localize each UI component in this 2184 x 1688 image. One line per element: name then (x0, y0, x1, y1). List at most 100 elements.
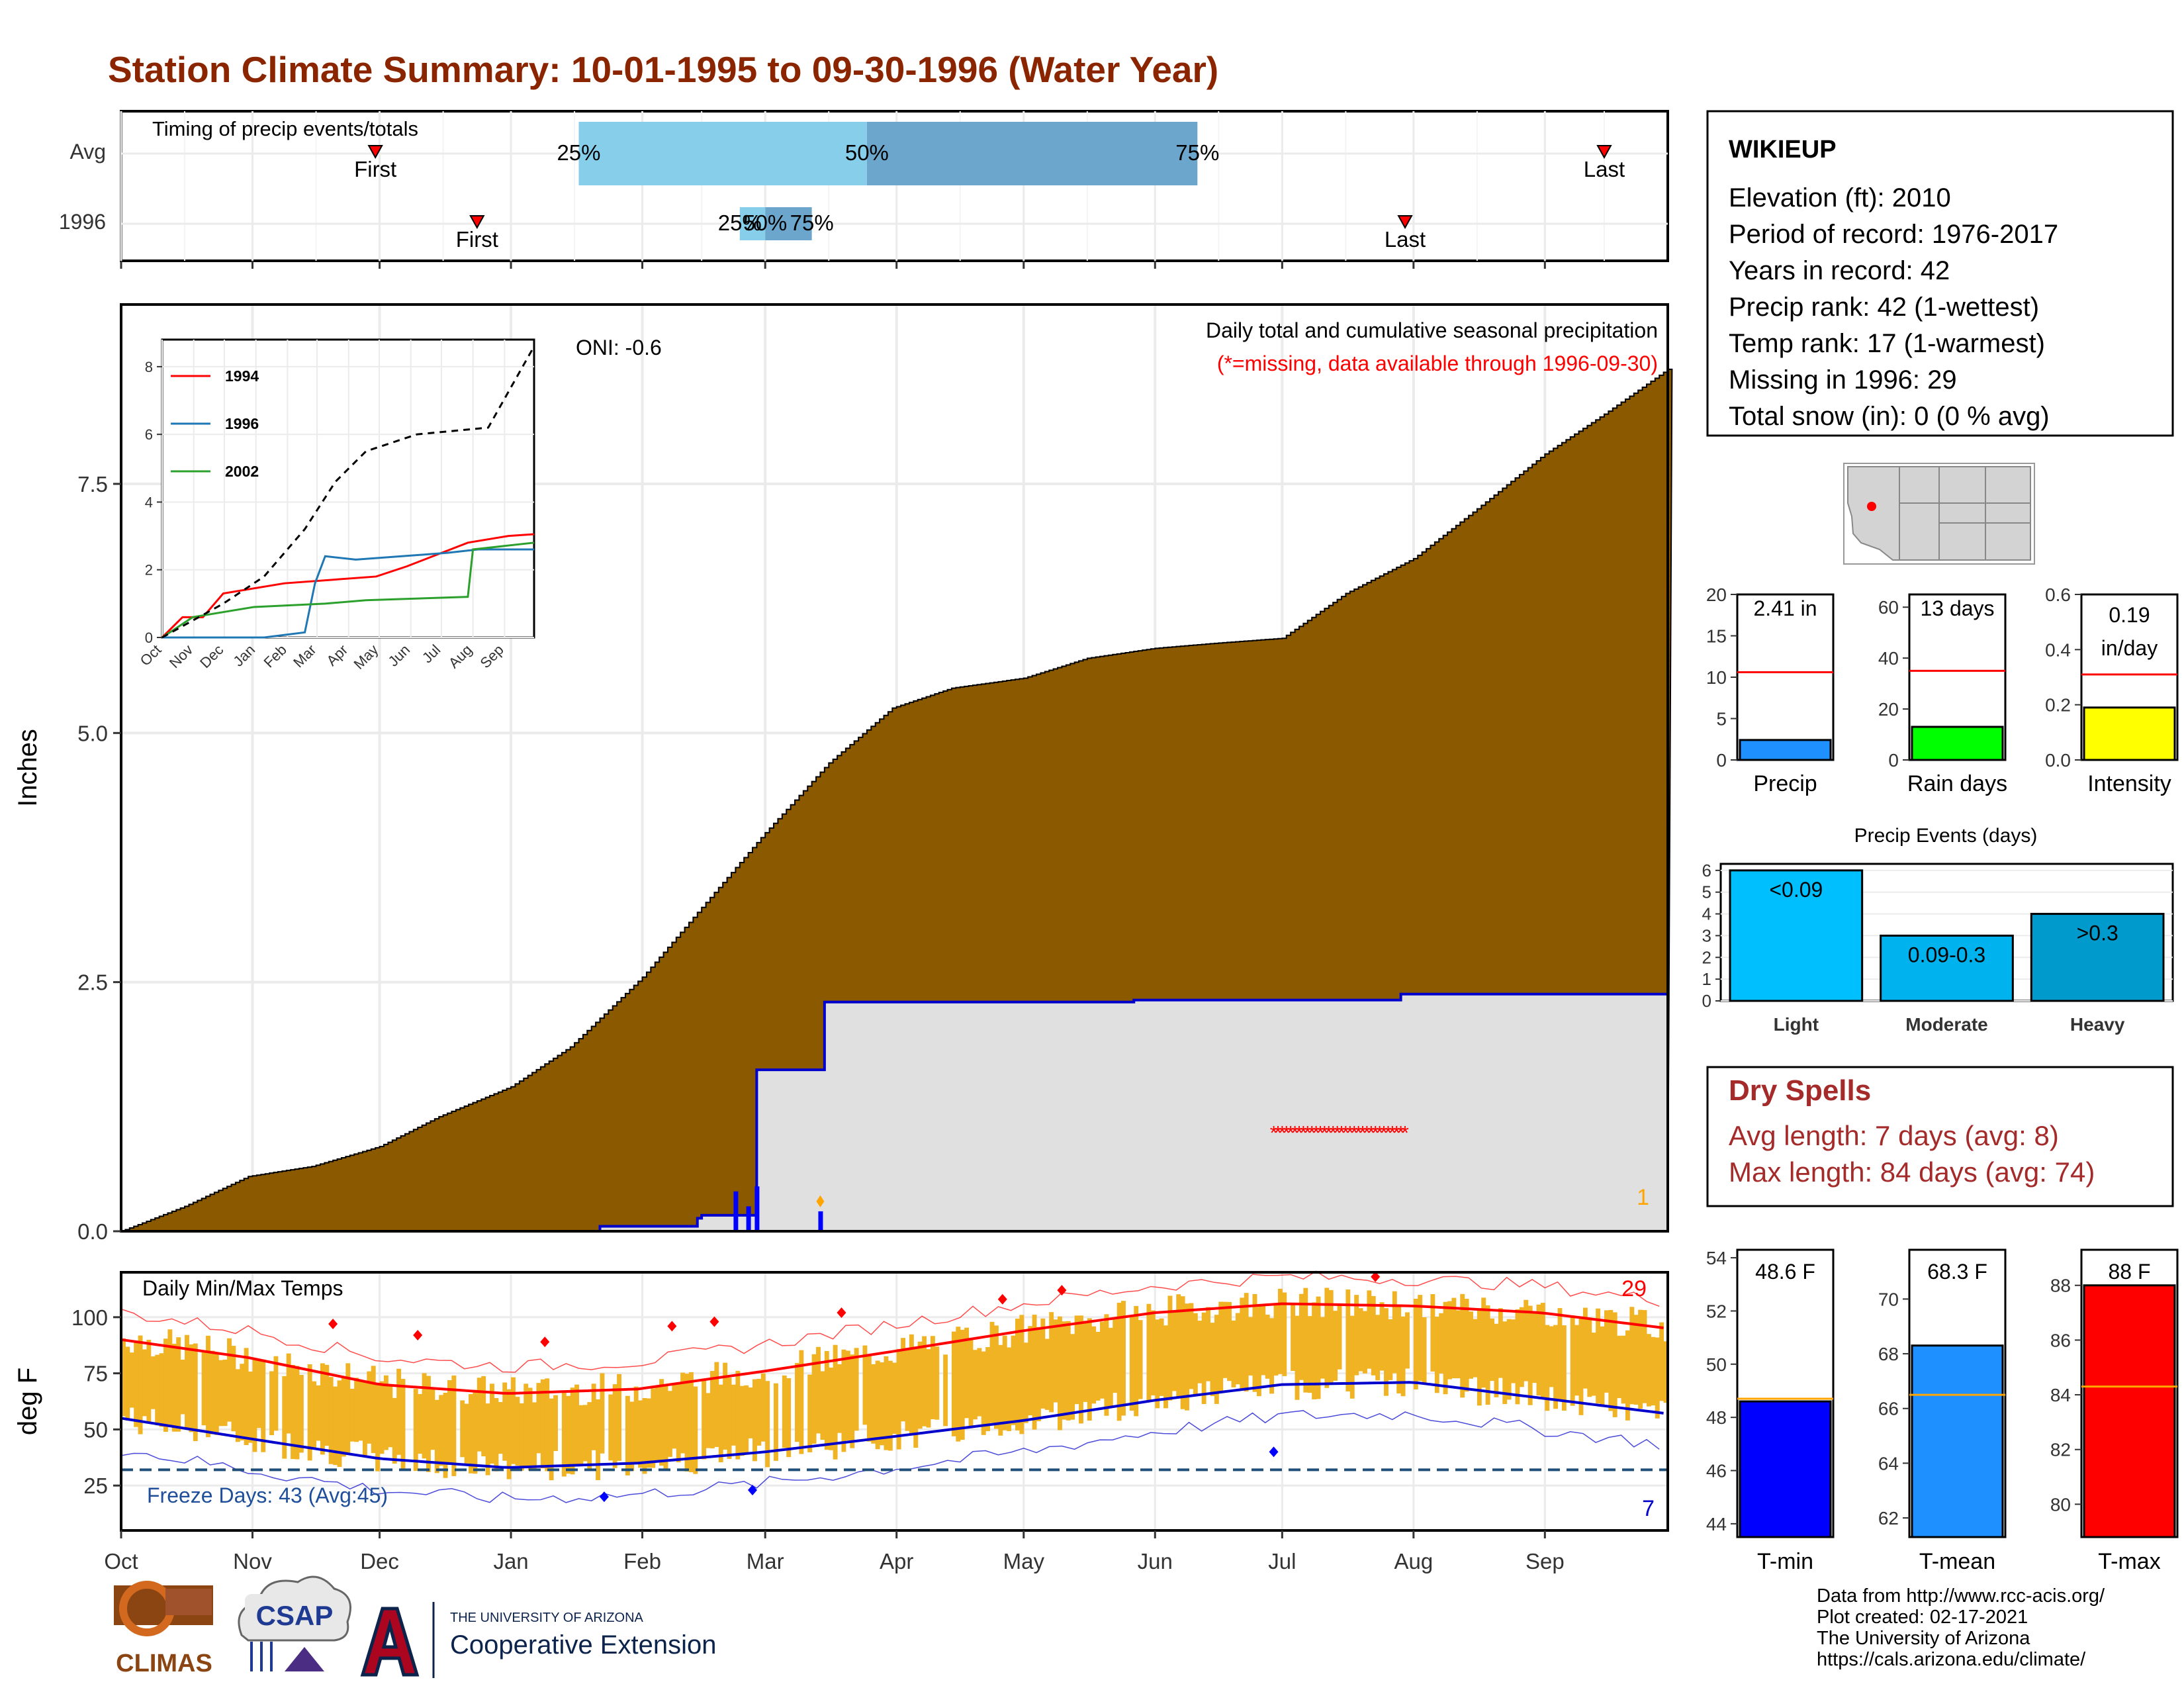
timing-label: Timing of precip events/totals (152, 117, 418, 140)
timing-bar-q1-year (739, 207, 766, 240)
daily-temp-bar (261, 1359, 266, 1452)
temp-bar-y-tick-label: 64 (1878, 1453, 1899, 1474)
daily-temp-bar (1469, 1311, 1473, 1379)
month-tick-label: Nov (233, 1549, 272, 1573)
daily-temp-bar (392, 1397, 397, 1464)
daily-temp-bar (1222, 1301, 1228, 1378)
daily-temp-bar (1443, 1301, 1448, 1395)
inset-series-line (161, 541, 535, 639)
daily-temp-bar (727, 1378, 732, 1459)
dry-spells-max: Max length: 84 days (avg: 74) (1729, 1156, 2095, 1188)
daily-temp-bar (349, 1389, 355, 1442)
daily-temp-bar (1659, 1322, 1664, 1401)
daily-temp-bar (1633, 1315, 1639, 1405)
daily-precip-bar (818, 1211, 823, 1231)
daily-temp-bar (1074, 1315, 1079, 1405)
mini-bar-label-2: Intensity (2087, 771, 2171, 796)
timing-pct-label-year: 75% (790, 211, 834, 235)
temp-bar-y-tick-label: 50 (1706, 1354, 1727, 1375)
daily-temp-bar (553, 1395, 558, 1451)
daily-temp-bar (540, 1379, 545, 1469)
daily-temp-bar (1282, 1292, 1287, 1376)
daily-temp-bar (506, 1389, 512, 1479)
daily-temp-bar (718, 1384, 723, 1462)
month-tick-label: Jun (1138, 1549, 1173, 1573)
temp-bar-value-label-1: 68.3 F (1927, 1260, 1987, 1284)
record-high-marker (837, 1307, 846, 1319)
events-y-tick-label: 1 (1702, 969, 1711, 989)
daily-temp-bar (837, 1364, 842, 1433)
daily-temp-bar (582, 1405, 588, 1462)
timing-marker-first_day-year (469, 215, 485, 230)
daily-temp-bar (1604, 1310, 1609, 1393)
daily-temp-bar (625, 1395, 630, 1476)
daily-temp-bar (142, 1349, 147, 1417)
daily-temp-bar (328, 1377, 334, 1464)
daily-temp-bar (1536, 1304, 1541, 1396)
daily-temp-bar (388, 1385, 393, 1448)
daily-temp-bar (1663, 1341, 1668, 1403)
daily-temp-bar (1333, 1311, 1338, 1381)
missing-day-marker: * (1295, 1122, 1303, 1144)
daily-temp-bar (1490, 1318, 1494, 1382)
daily-temp-bar (862, 1345, 868, 1425)
daily-temp-bar (1345, 1289, 1351, 1391)
daily-temp-bar (1256, 1305, 1261, 1397)
daily-temp-bar (1273, 1303, 1279, 1376)
daily-temp-bar (1379, 1302, 1385, 1371)
events-x-label: Light (1774, 1014, 1819, 1035)
daily-temp-bar (138, 1335, 143, 1434)
mini-bar-y-tick-label: 0 (1716, 750, 1727, 771)
daily-temp-bar (244, 1348, 249, 1446)
daily-temp-bar (714, 1362, 719, 1447)
daily-temp-bar (1511, 1319, 1516, 1383)
station-line-period: Period of record: 1976-2017 (1729, 220, 2058, 249)
daily-precip-bar (754, 1186, 760, 1231)
daily-temp-bar (1354, 1295, 1359, 1376)
temp-bar-y-tick-label: 66 (1878, 1399, 1899, 1419)
daily-temp-bar (1553, 1325, 1559, 1409)
daily-temp-bar (1608, 1309, 1614, 1411)
daily-temp-bar (375, 1383, 381, 1472)
daily-temp-bar (439, 1395, 444, 1466)
temp-bar-value-2 (2083, 1284, 2176, 1538)
daily-temp-bar (887, 1360, 893, 1451)
daily-temp-bar (930, 1336, 935, 1419)
daily-temp-bar (1023, 1342, 1028, 1423)
events-title: Precip Events (days) (1854, 825, 2038, 847)
missing-day-marker: * (1300, 1122, 1308, 1144)
daily-temp-bar (1617, 1335, 1622, 1399)
daily-temp-bar (1155, 1319, 1160, 1409)
daily-temp-bar (1002, 1335, 1007, 1430)
daily-temp-bar (1231, 1320, 1236, 1387)
daily-temp-bar (1032, 1315, 1037, 1430)
temp-y-tick-label: 100 (71, 1305, 108, 1330)
daily-temp-bar (150, 1356, 156, 1409)
daily-temp-bar (129, 1352, 134, 1408)
normal-precip-line (121, 992, 1668, 1233)
daily-temp-bar (1591, 1333, 1596, 1396)
temp-bar-label-1: T-mean (1919, 1549, 1995, 1574)
events-x-label: Heavy (2070, 1014, 2125, 1035)
daily-temp-bar (913, 1347, 919, 1448)
missing-day-marker: * (1338, 1122, 1345, 1144)
daily-temp-bar (1218, 1301, 1224, 1392)
daily-temp-bar (824, 1350, 829, 1450)
daily-temp-bar (854, 1348, 859, 1431)
daily-temp-bar (1629, 1307, 1635, 1405)
daily-temp-bar (956, 1327, 961, 1442)
daily-temp-bar (760, 1373, 766, 1442)
daily-temp-bar (1049, 1312, 1054, 1413)
daily-temp-bar (545, 1378, 550, 1472)
timing-row-year-label: 1996 (59, 210, 106, 234)
daily-temp-bar (1095, 1331, 1101, 1401)
daily-temp-bar (1121, 1301, 1126, 1416)
daily-temp-bar (422, 1373, 427, 1459)
daily-temp-bar (324, 1364, 330, 1446)
climas-logo-text: CLIMAS (116, 1650, 212, 1677)
events-bar-moderate (1880, 934, 2014, 1002)
daily-temp-bar (1527, 1305, 1533, 1405)
daily-temp-bar (1277, 1288, 1283, 1374)
daily-temp-bar (1485, 1305, 1490, 1405)
daily-temp-bar (269, 1371, 274, 1436)
